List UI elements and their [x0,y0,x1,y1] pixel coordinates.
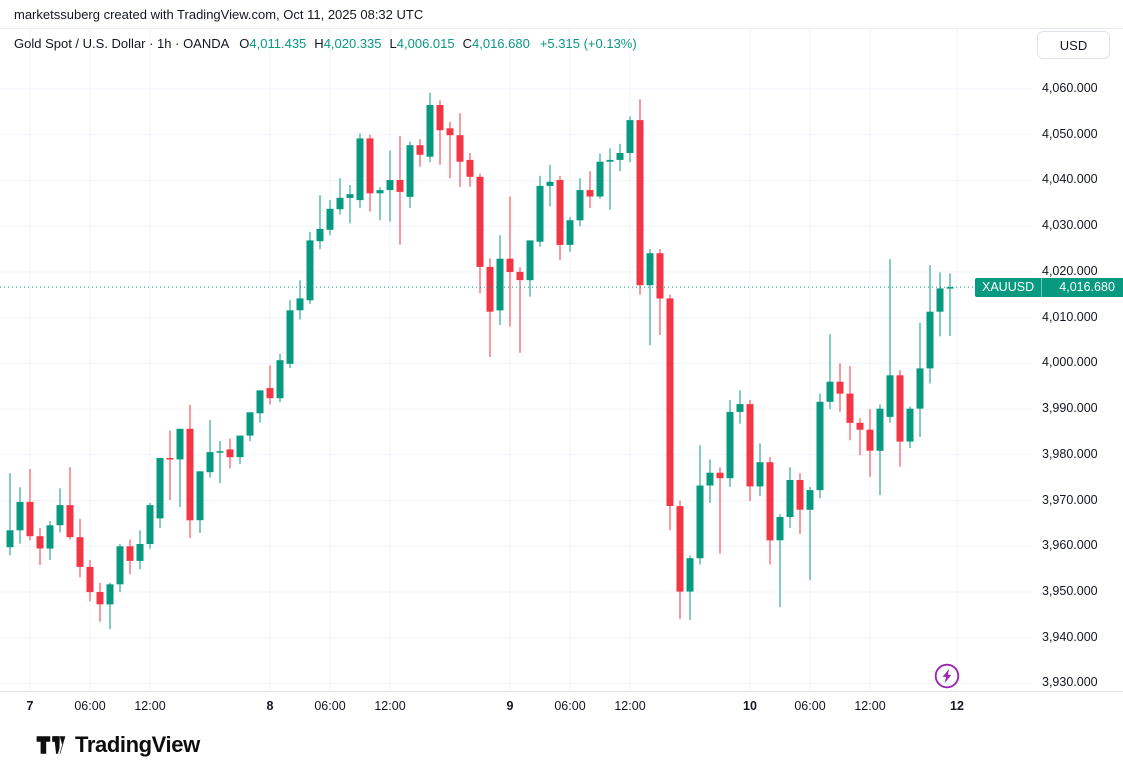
ohlc-close-value: 4,016.680 [472,36,530,51]
ohlc-low-key: L [389,36,397,51]
time-axis-label: 12 [950,699,964,713]
time-axis-label: 7 [26,699,34,713]
price-axis-label: 4,050.000 [1042,126,1098,141]
currency-button[interactable]: USD [1037,31,1110,59]
price-axis-label: 3,980.000 [1042,446,1098,461]
tradingview-logo[interactable]: TradingView [35,732,200,758]
price-axis-label: 4,040.000 [1042,172,1098,187]
badge-price: 4,016.680 [1059,279,1115,294]
candlestick-chart [0,29,1032,691]
time-axis-label: 06:00 [554,699,586,713]
price-axis-label: 4,020.000 [1042,263,1098,278]
time-axis-label: 06:00 [794,699,826,713]
lightning-button[interactable] [933,662,961,690]
price-axis-label: 3,960.000 [1042,538,1098,553]
time-axis-label: 8 [266,699,274,713]
ohlc-open-value: 4,011.435 [249,36,307,51]
attribution-text: marketssuberg created with TradingView.c… [14,7,424,22]
chart-legend: Gold Spot / U.S. Dollar · 1h · OANDA O4,0… [14,36,637,51]
time-axis-label: 10 [743,699,757,713]
currency-label: USD [1059,37,1088,53]
lightning-icon [934,663,960,689]
price-axis[interactable]: 4,060.000 4,050.000 4,040.000 4,030.000 4,02… [1032,29,1123,691]
price-axis-label: 3,950.000 [1042,584,1098,599]
time-axis-label: 12:00 [614,699,646,713]
time-axis-label: 06:00 [74,699,106,713]
price-axis-label: 4,000.000 [1042,355,1098,370]
ohlc-high-key: H [314,36,324,51]
badge-symbol: XAUUSD [975,277,1043,297]
time-axis-label: 12:00 [374,699,406,713]
time-axis[interactable]: 7 06:00 12:00 8 06:00 12:00 9 06:00 12:00 10 06:00… [0,691,1123,720]
price-change: +5.315 (+0.13%) [539,36,637,51]
price-axis-label: 4,010.000 [1042,309,1098,324]
ohlc-low-value: 4,006.015 [396,36,455,51]
symbol-title[interactable]: Gold Spot / U.S. Dollar · 1h · OANDA [14,36,230,51]
price-axis-label: 4,060.000 [1042,81,1098,95]
price-axis-label: 3,990.000 [1042,401,1098,416]
time-axis-label: 06:00 [314,699,346,713]
price-axis-label: 4,030.000 [1042,218,1098,233]
footer: TradingView [0,720,1123,776]
time-axis-label: 12:00 [134,699,166,713]
attribution-bar: marketssuberg created with TradingView.c… [0,0,1123,29]
ohlc-high-value: 4,020.335 [323,36,382,51]
time-axis-label: 9 [506,699,514,713]
price-axis-label: 3,970.000 [1042,492,1098,507]
tradingview-brand-text: TradingView [75,732,200,757]
chart-pane[interactable] [0,29,1032,691]
ohlc-close-key: C [462,36,472,51]
price-axis-label: 3,940.000 [1042,629,1098,644]
price-axis-label: 3,930.000 [1042,675,1098,690]
last-price-badge: XAUUSD 4,016.680 [975,277,1123,297]
ohlc-open-key: O [239,36,250,51]
tradingview-logo-icon [36,736,66,754]
time-axis-label: 12:00 [854,699,886,713]
